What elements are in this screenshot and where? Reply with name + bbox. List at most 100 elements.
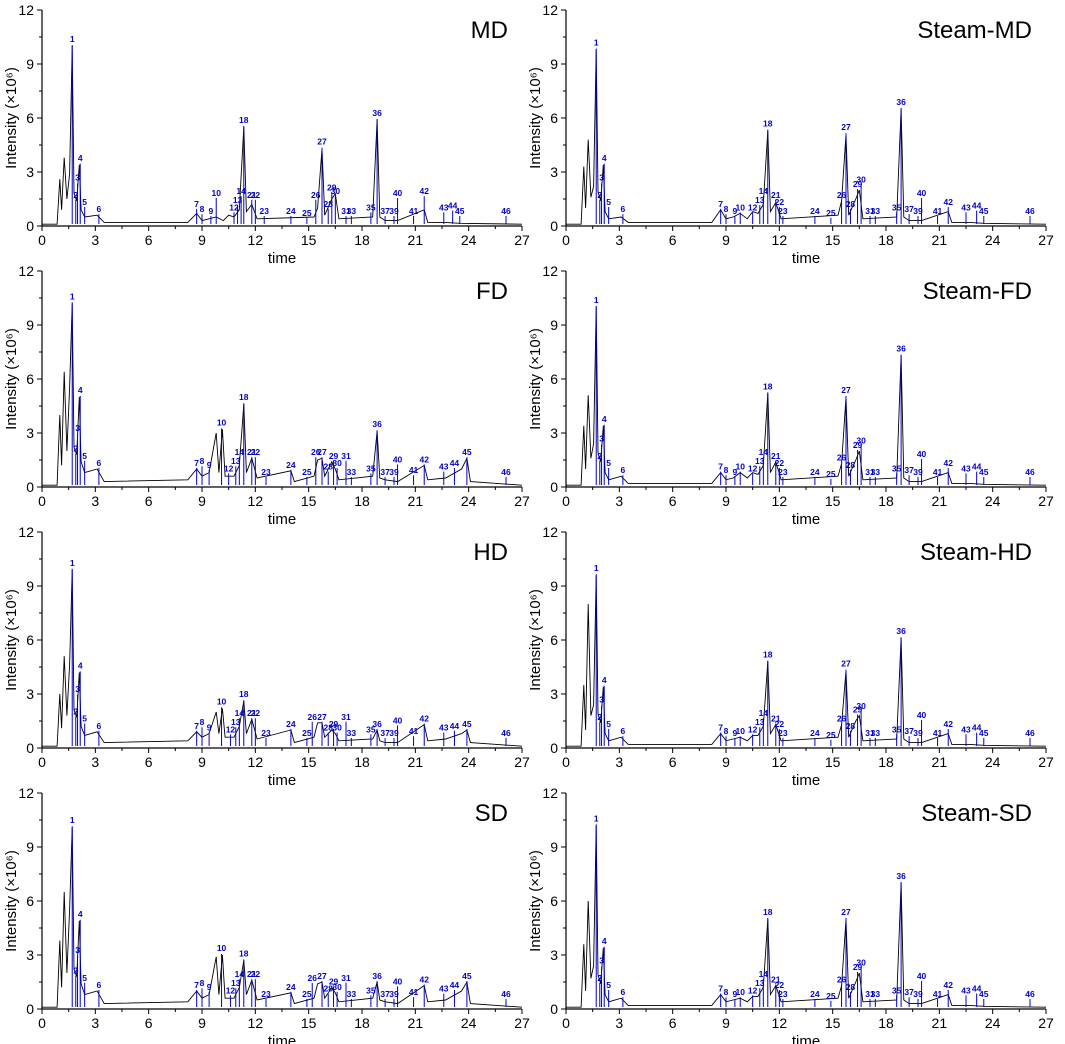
peak-label: 10 <box>735 726 745 736</box>
peak-label: 24 <box>286 982 296 992</box>
peak-label: 6 <box>621 465 626 475</box>
x-tick-label: 15 <box>825 493 841 509</box>
x-tick-label: 9 <box>722 232 730 248</box>
peak-label: 3 <box>75 945 80 955</box>
peak-label: 2 <box>597 712 602 722</box>
x-tick-label: 21 <box>932 754 948 770</box>
x-tick-label: 18 <box>354 232 370 248</box>
peak-label: 35 <box>892 202 902 212</box>
peak-label: 13 <box>755 978 765 988</box>
y-tick-label: 6 <box>26 371 34 387</box>
y-axis-title: Intensity (×10⁶) <box>3 328 20 430</box>
peak-label: 36 <box>896 97 906 107</box>
peak-label: 23 <box>778 206 788 216</box>
peak-label: 35 <box>366 985 376 995</box>
x-tick-label: 3 <box>91 754 99 770</box>
peak-label: 31 <box>865 728 875 738</box>
peak-label: 46 <box>501 989 511 999</box>
x-tick-label: 3 <box>615 754 623 770</box>
peak-label: 25 <box>826 730 836 740</box>
peak-label: 39 <box>913 206 923 216</box>
peak-label: 13 <box>231 978 241 988</box>
x-tick-label: 24 <box>461 754 477 770</box>
x-tick-label: 12 <box>772 754 788 770</box>
peak-label: 2 <box>73 444 78 454</box>
peak-label: 29 <box>853 962 863 972</box>
peak-label: 10 <box>211 188 221 198</box>
x-tick-label: 6 <box>145 754 153 770</box>
x-tick-label: 0 <box>562 754 570 770</box>
peak-label: 7 <box>194 980 199 990</box>
y-tick-label: 3 <box>550 947 558 963</box>
peak-label: 7 <box>718 462 723 472</box>
peak-label: 39 <box>389 467 399 477</box>
peak-label: 33 <box>871 467 881 477</box>
peak-label: 26 <box>837 453 847 463</box>
x-tick-label: 0 <box>38 754 46 770</box>
peak-label: 22 <box>775 719 785 729</box>
x-tick-label: 0 <box>562 1015 570 1031</box>
peak-label: 29 <box>329 976 339 986</box>
x-tick-label: 18 <box>354 493 370 509</box>
peak-label: 30 <box>856 435 866 445</box>
peak-label: 27 <box>841 122 851 132</box>
peak-label: 43 <box>439 462 449 472</box>
peak-label: 5 <box>82 714 87 724</box>
peak-label: 44 <box>450 458 460 468</box>
peak-label: 43 <box>961 202 971 212</box>
x-tick-label: 0 <box>38 493 46 509</box>
y-tick-label: 0 <box>26 479 34 495</box>
peak-label: 10 <box>217 417 227 427</box>
peak-label: 42 <box>943 458 953 468</box>
chromatogram-trace <box>566 825 1047 1008</box>
peak-label: 30 <box>332 982 342 992</box>
x-tick-label: 18 <box>878 493 894 509</box>
peak-label: 25 <box>302 728 312 738</box>
x-axis-title: time <box>792 1033 820 1044</box>
peak-label: 28 <box>323 723 333 733</box>
peak-label: 14 <box>235 969 245 979</box>
x-tick-label: 9 <box>722 754 730 770</box>
peak-label: 21 <box>247 447 257 457</box>
y-tick-label: 9 <box>550 317 558 333</box>
peak-label: 25 <box>302 208 312 218</box>
peak-label: 13 <box>233 195 243 205</box>
x-tick-label: 6 <box>669 493 677 509</box>
peak-label: 7 <box>718 199 723 209</box>
x-tick-label: 0 <box>562 493 570 509</box>
peak-label: 46 <box>1025 206 1035 216</box>
peak-label: 14 <box>236 186 246 196</box>
peak-label: 29 <box>329 719 339 729</box>
y-tick-label: 6 <box>26 632 34 648</box>
peak-label: 14 <box>235 708 245 718</box>
y-tick-label: 3 <box>550 425 558 441</box>
peak-label: 2 <box>597 451 602 461</box>
peak-label: 40 <box>393 454 403 464</box>
peak-label: 39 <box>389 989 399 999</box>
peak-label: 45 <box>462 447 472 457</box>
peak-label: 26 <box>311 447 321 457</box>
x-tick-label: 18 <box>354 1015 370 1031</box>
peak-label: 40 <box>917 971 927 981</box>
y-tick-label: 6 <box>26 893 34 909</box>
peak-label: 39 <box>913 989 923 999</box>
peak-label: 18 <box>239 115 249 125</box>
peak-label: 7 <box>718 723 723 733</box>
x-tick-label: 9 <box>198 493 206 509</box>
peak-label: 30 <box>332 458 342 468</box>
peak-label: 45 <box>455 206 465 216</box>
y-tick-label: 12 <box>542 2 558 18</box>
peak-label: 21 <box>771 714 781 724</box>
x-axis-title: time <box>268 1033 296 1044</box>
peak-label: 33 <box>871 989 881 999</box>
panel-title: Steam-FD <box>923 278 1032 305</box>
peak-label: 12 <box>226 724 236 734</box>
x-tick-label: 18 <box>878 754 894 770</box>
peak-label: 27 <box>317 712 327 722</box>
peak-label: 18 <box>239 948 249 958</box>
y-tick-label: 12 <box>18 524 34 540</box>
peak-label: 22 <box>251 969 261 979</box>
y-axis-title: Intensity (×10⁶) <box>527 850 544 952</box>
